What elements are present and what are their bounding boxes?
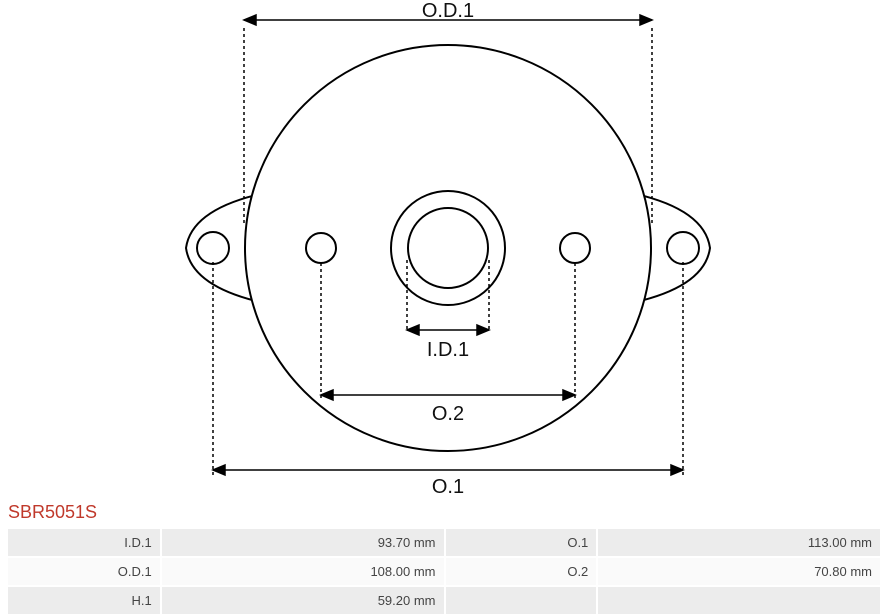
page: O.D.1 I.D.1 O.2 O.1 SBR5051S I.D.1 93.70…	[0, 0, 889, 616]
spec-label: O.1	[446, 529, 597, 556]
spec-label: I.D.1	[8, 529, 160, 556]
ear-hole-left	[197, 232, 229, 264]
label-od1: O.D.1	[422, 0, 474, 22]
spec-label: O.D.1	[8, 558, 160, 585]
label-id1: I.D.1	[427, 339, 469, 361]
spec-value-empty	[598, 587, 880, 614]
table-row: O.D.1 108.00 mm O.2 70.80 mm	[8, 558, 880, 585]
spec-table: I.D.1 93.70 mm O.1 113.00 mm O.D.1 108.0…	[6, 527, 882, 616]
spec-value: 93.70 mm	[162, 529, 444, 556]
spec-value: 108.00 mm	[162, 558, 444, 585]
spec-value: 113.00 mm	[598, 529, 880, 556]
spec-label: H.1	[8, 587, 160, 614]
label-o2: O.2	[432, 403, 464, 425]
part-number: SBR5051S	[0, 500, 889, 527]
spec-value: 70.80 mm	[598, 558, 880, 585]
spec-value: 59.20 mm	[162, 587, 444, 614]
spec-label-empty	[446, 587, 597, 614]
table-row: H.1 59.20 mm	[8, 587, 880, 614]
spec-label: O.2	[446, 558, 597, 585]
label-o1: O.1	[432, 476, 464, 498]
technical-diagram: O.D.1 I.D.1 O.2 O.1	[0, 0, 889, 500]
table-row: I.D.1 93.70 mm O.1 113.00 mm	[8, 529, 880, 556]
diagram-svg: O.D.1 I.D.1 O.2 O.1	[0, 0, 889, 500]
ear-hole-right	[667, 232, 699, 264]
